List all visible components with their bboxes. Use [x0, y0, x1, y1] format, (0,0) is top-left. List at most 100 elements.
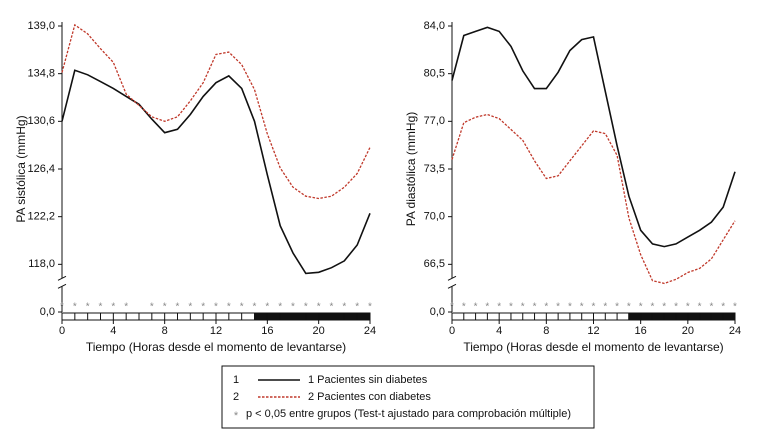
significance-marker: * — [176, 302, 180, 313]
x-tick-label: 4 — [496, 325, 502, 337]
y-tick-label: 73,5 — [424, 163, 445, 175]
y-tick-label: 126,4 — [27, 163, 55, 175]
significance-marker: * — [662, 302, 666, 313]
y-tick-label: 139,0 — [27, 20, 55, 32]
series-line — [61, 69, 371, 275]
significance-marker: * — [686, 302, 690, 313]
significance-marker: * — [124, 302, 128, 313]
x-tick-label: 24 — [364, 325, 376, 337]
y-tick-label: 122,2 — [27, 211, 55, 223]
y-tick-label: 70,0 — [424, 211, 445, 223]
significance-marker: * — [721, 302, 725, 313]
y-tick-label: 0,0 — [40, 306, 55, 318]
significance-marker: * — [651, 302, 655, 313]
significance-marker: * — [86, 302, 90, 313]
y-tick-label: 134,8 — [27, 68, 55, 80]
significance-marker: * — [60, 302, 64, 313]
significance-marker: * — [733, 302, 737, 313]
significance-marker: * — [509, 302, 513, 313]
x-tick-label: 8 — [162, 325, 168, 337]
significance-marker: * — [674, 302, 678, 313]
legend-key: 1 — [233, 374, 239, 386]
significance-marker: * — [603, 302, 607, 313]
light-period — [451, 312, 630, 321]
x-tick-label: 0 — [59, 325, 65, 337]
significance-marker: * — [163, 302, 167, 313]
significance-marker: * — [698, 302, 702, 313]
axis-break — [447, 283, 457, 289]
significance-marker: * — [99, 302, 103, 313]
dark-period — [628, 312, 736, 321]
y-tick-label: 66,5 — [424, 258, 445, 270]
significance-marker: * — [592, 302, 596, 313]
x-tick-label: 24 — [729, 325, 741, 337]
significance-marker: * — [330, 302, 334, 313]
y-tick-label: 77,0 — [424, 115, 445, 127]
x-tick-label: 8 — [543, 325, 549, 337]
significance-marker: * — [201, 302, 205, 313]
significance-marker: * — [556, 302, 560, 313]
significance-marker: * — [485, 302, 489, 313]
legend-note-marker: * — [234, 410, 239, 422]
x-tick-label: 16 — [261, 325, 273, 337]
axis-break — [447, 275, 457, 281]
significance-marker: * — [355, 302, 359, 313]
x-tick-label: 4 — [110, 325, 116, 337]
significance-marker: * — [533, 302, 537, 313]
significance-marker: * — [627, 302, 631, 313]
significance-marker: * — [188, 302, 192, 313]
significance-marker: * — [265, 302, 269, 313]
legend-box — [221, 365, 595, 429]
x-tick-label: 20 — [682, 325, 694, 337]
y-tick-label: 130,6 — [27, 115, 55, 127]
significance-marker: * — [73, 302, 77, 313]
significance-marker: * — [304, 302, 308, 313]
light-period — [61, 312, 255, 321]
significance-marker: * — [278, 302, 282, 313]
significance-marker: * — [240, 302, 244, 313]
y-tick-label: 0,0 — [430, 306, 445, 318]
x-tick-label: 12 — [587, 325, 599, 337]
significance-marker: * — [474, 302, 478, 313]
significance-marker: * — [317, 302, 321, 313]
significance-marker: * — [227, 302, 231, 313]
significance-marker: * — [111, 302, 115, 313]
significance-marker: * — [580, 302, 584, 313]
series-line — [451, 113, 736, 285]
significance-marker: * — [709, 302, 713, 313]
axis-break — [57, 283, 67, 289]
significance-marker: * — [462, 302, 466, 313]
axis-break — [57, 275, 67, 281]
significance-marker: * — [342, 302, 346, 313]
legend-note: p < 0,05 entre grupos (Test-t ajustado p… — [246, 408, 571, 420]
x-axis-label: Tiempo (Horas desde el momento de levant… — [86, 340, 346, 354]
significance-marker: * — [639, 302, 643, 313]
significance-marker: * — [521, 302, 525, 313]
series-line — [61, 23, 371, 200]
dark-period — [254, 312, 371, 321]
x-tick-label: 0 — [449, 325, 455, 337]
legend-label: 2 Pacientes con diabetes — [308, 391, 431, 403]
significance-marker: * — [615, 302, 619, 313]
significance-marker: * — [214, 302, 218, 313]
significance-marker: * — [150, 302, 154, 313]
y-axis-label: PA diastólica (mmHg) — [404, 112, 418, 226]
significance-marker: * — [450, 302, 454, 313]
x-axis-label: Tiempo (Horas desde el momento de levant… — [463, 340, 723, 354]
significance-marker: * — [368, 302, 372, 313]
x-tick-label: 16 — [635, 325, 647, 337]
y-tick-label: 84,0 — [424, 20, 445, 32]
significance-marker: * — [253, 302, 257, 313]
x-tick-label: 20 — [313, 325, 325, 337]
y-axis-label: PA sistólica (mmHg) — [14, 115, 28, 222]
y-tick-label: 80,5 — [424, 68, 445, 80]
significance-marker: * — [544, 302, 548, 313]
legend-label: 1 Pacientes sin diabetes — [308, 374, 428, 386]
legend-key: 2 — [233, 391, 239, 403]
significance-marker: * — [568, 302, 572, 313]
significance-marker: * — [291, 302, 295, 313]
series-line — [451, 26, 736, 248]
significance-marker: * — [497, 302, 501, 313]
y-tick-label: 118,0 — [28, 258, 55, 270]
